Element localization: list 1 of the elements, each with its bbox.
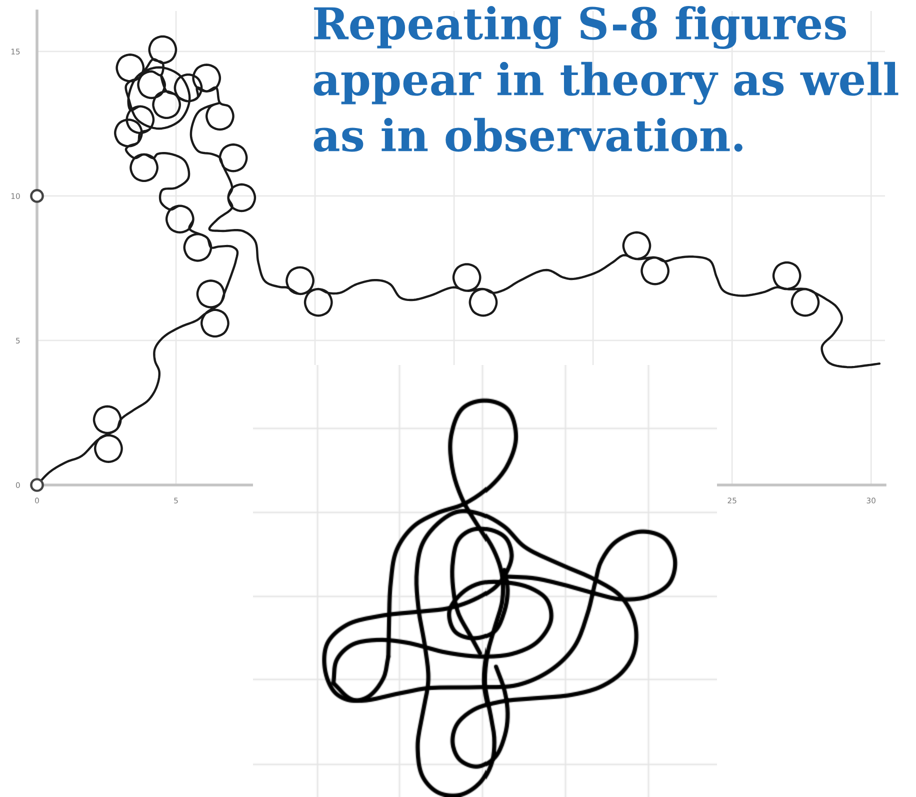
text: Repeating S-8 figures appear in theory as well as in observation. bbox=[314, 6, 898, 152]
